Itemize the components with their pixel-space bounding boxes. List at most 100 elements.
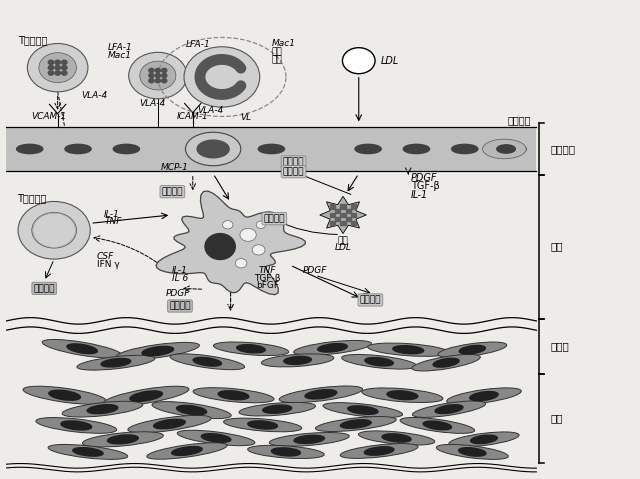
- Circle shape: [156, 79, 161, 83]
- Circle shape: [28, 44, 88, 92]
- Circle shape: [51, 234, 58, 239]
- Ellipse shape: [142, 346, 173, 356]
- Text: TNF: TNF: [104, 217, 122, 227]
- Ellipse shape: [294, 341, 371, 355]
- Ellipse shape: [262, 405, 292, 413]
- Ellipse shape: [365, 357, 394, 366]
- Circle shape: [162, 68, 167, 72]
- Ellipse shape: [108, 435, 138, 444]
- Ellipse shape: [177, 405, 207, 415]
- Circle shape: [59, 234, 65, 239]
- Ellipse shape: [317, 343, 348, 352]
- Ellipse shape: [177, 430, 255, 445]
- Circle shape: [236, 259, 247, 268]
- Ellipse shape: [49, 390, 81, 400]
- Bar: [346, 217, 351, 221]
- Bar: [335, 217, 340, 221]
- Ellipse shape: [248, 421, 278, 429]
- Bar: [340, 205, 346, 209]
- Circle shape: [55, 71, 60, 75]
- Ellipse shape: [438, 342, 507, 357]
- Ellipse shape: [61, 421, 92, 430]
- Ellipse shape: [342, 354, 417, 369]
- Ellipse shape: [113, 144, 140, 154]
- Circle shape: [342, 48, 375, 74]
- Text: 泡沫粒腺: 泡沫粒腺: [264, 214, 285, 223]
- Ellipse shape: [261, 354, 334, 367]
- Text: 内皮细胞: 内皮细胞: [507, 114, 531, 125]
- Bar: [6, 126, 536, 171]
- Ellipse shape: [186, 132, 241, 166]
- Ellipse shape: [170, 354, 244, 370]
- Text: T淋巴细胞: T淋巴细胞: [18, 35, 47, 45]
- Bar: [340, 213, 346, 217]
- Circle shape: [18, 202, 90, 259]
- Text: IL-1: IL-1: [172, 266, 188, 275]
- Ellipse shape: [87, 405, 118, 414]
- Ellipse shape: [67, 344, 97, 354]
- Text: PDGF: PDGF: [411, 173, 438, 183]
- Text: T淋巴细胞: T淋巴细胞: [17, 193, 46, 203]
- Bar: [346, 209, 351, 213]
- Circle shape: [59, 228, 65, 233]
- Circle shape: [55, 60, 60, 65]
- Ellipse shape: [433, 358, 459, 367]
- Ellipse shape: [305, 389, 337, 399]
- Ellipse shape: [259, 144, 285, 154]
- Ellipse shape: [279, 386, 363, 403]
- Circle shape: [32, 212, 77, 248]
- Ellipse shape: [116, 342, 200, 360]
- Ellipse shape: [323, 403, 403, 418]
- Text: IL-1: IL-1: [104, 210, 120, 219]
- Ellipse shape: [340, 444, 418, 458]
- Text: 单核: 单核: [271, 47, 282, 56]
- Text: 刺激游走: 刺激游走: [283, 167, 304, 176]
- Ellipse shape: [104, 386, 189, 406]
- Text: TGF-β: TGF-β: [254, 274, 280, 283]
- Text: VL: VL: [241, 113, 252, 122]
- Circle shape: [210, 67, 234, 87]
- Circle shape: [129, 52, 187, 99]
- Text: IL 6: IL 6: [172, 274, 188, 283]
- Ellipse shape: [412, 354, 481, 371]
- Text: 弹性板: 弹性板: [551, 342, 570, 352]
- Ellipse shape: [36, 418, 116, 433]
- Ellipse shape: [362, 388, 443, 402]
- Circle shape: [140, 61, 176, 90]
- Ellipse shape: [367, 343, 449, 356]
- Text: TGF-β: TGF-β: [411, 181, 440, 191]
- Text: Mac1: Mac1: [271, 38, 296, 47]
- Text: Mac1: Mac1: [108, 51, 132, 60]
- Ellipse shape: [17, 144, 43, 154]
- Ellipse shape: [147, 443, 227, 459]
- Text: MCP-1: MCP-1: [161, 163, 189, 172]
- Ellipse shape: [202, 433, 231, 442]
- Ellipse shape: [48, 445, 128, 459]
- Circle shape: [223, 221, 233, 229]
- Circle shape: [252, 245, 265, 255]
- Circle shape: [61, 60, 67, 65]
- Text: 中膜: 中膜: [551, 413, 563, 423]
- Text: CSF: CSF: [97, 252, 114, 261]
- Ellipse shape: [500, 144, 526, 154]
- Bar: [351, 205, 356, 209]
- Ellipse shape: [294, 435, 324, 444]
- Ellipse shape: [83, 432, 163, 447]
- Ellipse shape: [355, 144, 381, 154]
- Ellipse shape: [459, 448, 486, 456]
- Bar: [330, 221, 335, 226]
- Ellipse shape: [218, 391, 249, 399]
- Ellipse shape: [172, 446, 202, 456]
- Circle shape: [184, 47, 260, 107]
- Text: IL-1: IL-1: [411, 190, 428, 199]
- Ellipse shape: [447, 388, 521, 404]
- Circle shape: [51, 221, 58, 227]
- Circle shape: [61, 66, 67, 70]
- Circle shape: [59, 221, 65, 227]
- Circle shape: [43, 234, 49, 239]
- Text: ICAM-1: ICAM-1: [177, 112, 209, 121]
- Ellipse shape: [223, 418, 302, 432]
- Circle shape: [148, 79, 154, 83]
- Ellipse shape: [33, 214, 75, 247]
- Circle shape: [162, 73, 167, 78]
